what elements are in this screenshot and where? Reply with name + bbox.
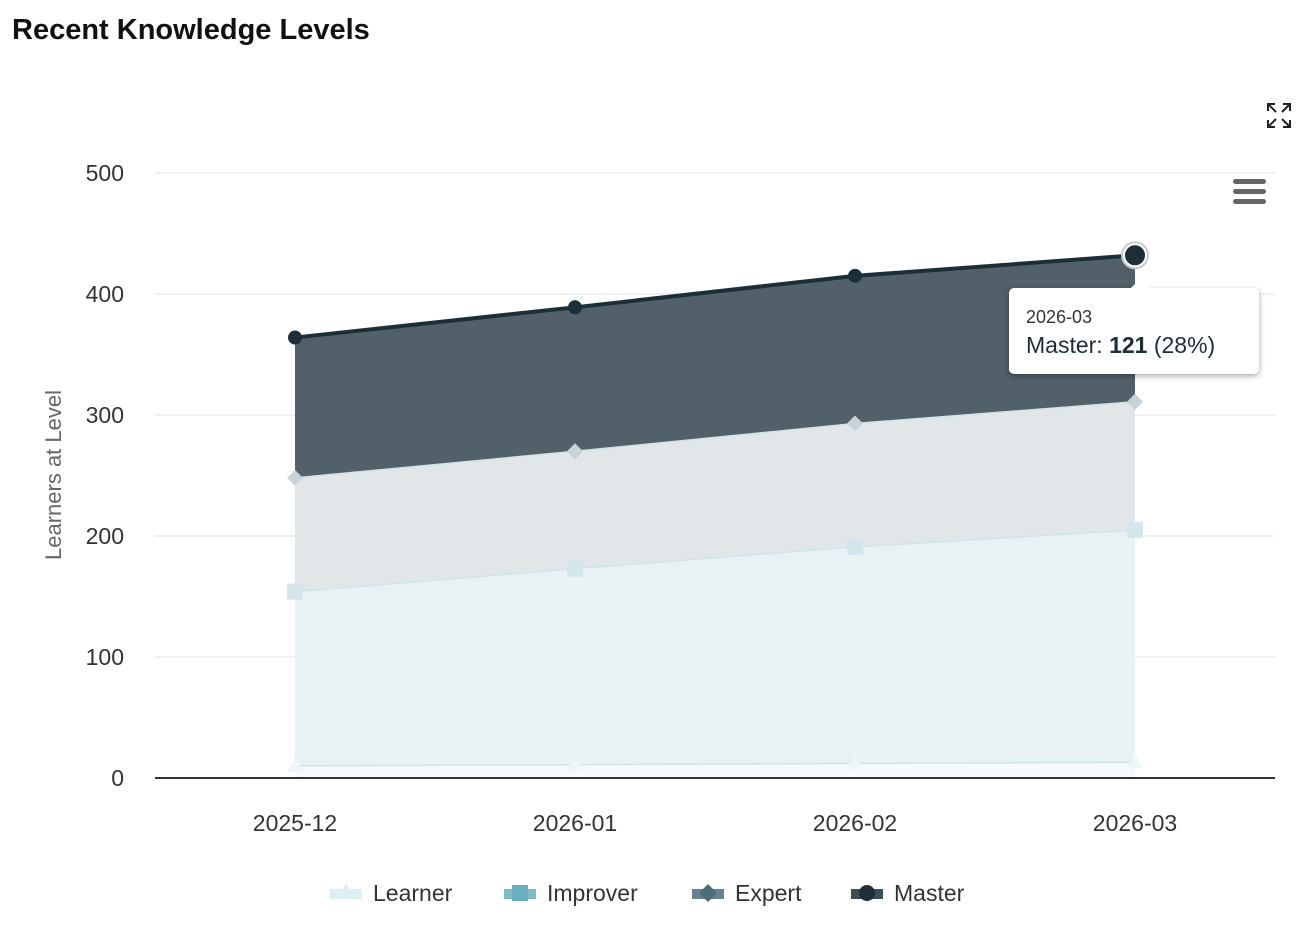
legend-marker-icon	[512, 885, 528, 901]
line-expert	[294, 400, 1136, 479]
tooltip-value: 121	[1109, 332, 1148, 358]
hamburger-menu-icon[interactable]	[1233, 179, 1266, 204]
area-learner	[295, 762, 1135, 778]
tooltip-percent: (28%)	[1153, 332, 1216, 358]
legend-item-expert[interactable]: Expert	[692, 880, 802, 906]
expand-icon-stroke	[1267, 118, 1277, 128]
point-master	[1123, 243, 1147, 268]
point-improver	[847, 538, 863, 555]
point-improver	[567, 560, 583, 577]
x-tick-label: 2026-03	[1093, 810, 1177, 836]
y-tick-label: 400	[86, 281, 124, 307]
menu-bar	[1233, 179, 1266, 184]
point-learner	[847, 754, 863, 770]
line-master	[294, 253, 1136, 340]
menu-bar	[1233, 199, 1266, 204]
x-tick-label: 2025-12	[253, 810, 337, 836]
expand-icon-stroke	[1281, 103, 1291, 113]
point-improver	[287, 583, 303, 600]
point-improver	[1127, 521, 1143, 538]
tooltip-value-line: Master: 121 (28%)	[1026, 332, 1216, 358]
chart-title: Recent Knowledge Levels	[12, 14, 370, 46]
point-expert	[287, 469, 303, 486]
y-axis-label: Learners at Level	[41, 390, 66, 560]
area-improver	[295, 529, 1135, 766]
x-tick-label: 2026-01	[533, 810, 617, 836]
legend-marker-icon	[337, 883, 355, 899]
y-tick-label: 200	[86, 523, 124, 549]
tooltip-category: 2026-03	[1026, 307, 1093, 327]
expand-icon[interactable]	[1267, 103, 1291, 128]
legend-label: Master	[894, 880, 965, 906]
y-tick-label: 0	[111, 765, 124, 791]
legend-label: Improver	[547, 880, 638, 906]
point-expert	[1127, 393, 1143, 410]
tooltip: 2026-03 Master: 121 (28%)	[1009, 278, 1259, 374]
line-learner	[294, 761, 1136, 767]
y-tick-label: 300	[86, 402, 124, 428]
point-expert	[847, 415, 863, 432]
point-expert	[567, 443, 583, 460]
expand-icon-stroke	[1281, 118, 1291, 128]
legend-item-improver[interactable]: Improver	[504, 880, 638, 906]
area-master	[295, 255, 1135, 478]
area-expert	[295, 401, 1135, 592]
x-tick-label: 2026-02	[813, 810, 897, 836]
legend-label: Learner	[373, 880, 453, 906]
y-tick-label: 500	[86, 160, 124, 186]
point-master	[568, 300, 582, 315]
point-master	[288, 330, 302, 345]
y-tick-label: 100	[86, 644, 124, 670]
legend-marker-icon	[699, 884, 717, 902]
point-learner	[287, 756, 303, 772]
tooltip-series: Master	[1026, 332, 1097, 358]
point-master	[848, 268, 862, 283]
legend-marker-icon	[859, 885, 875, 901]
line-improver	[294, 529, 1136, 593]
legend-item-learner[interactable]: Learner	[330, 880, 453, 906]
legend-item-master[interactable]: Master	[851, 880, 965, 906]
menu-bar	[1233, 189, 1266, 194]
legend-label: Expert	[735, 880, 802, 906]
point-learner	[1127, 753, 1143, 769]
point-learner	[567, 755, 583, 771]
expand-icon-stroke	[1267, 103, 1277, 113]
